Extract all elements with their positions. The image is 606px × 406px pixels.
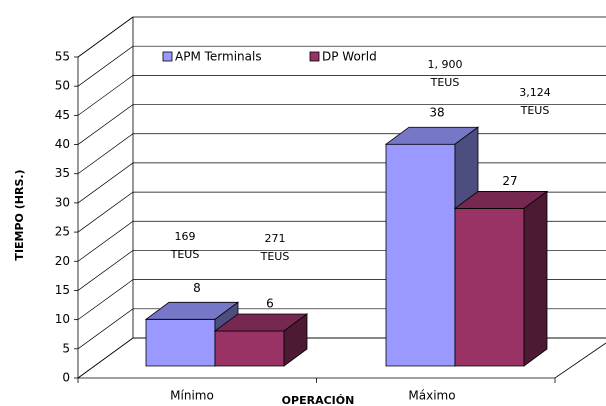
y-axis-title: TIEMPO (HRS.) — [13, 169, 26, 260]
legend-swatch — [309, 51, 320, 62]
annotation: 1, 900 — [428, 58, 463, 71]
bar-side — [283, 313, 308, 367]
x-axis-title: OPERACIÓN — [282, 394, 355, 406]
y-tick-label: 15 — [55, 283, 70, 297]
bar-front — [214, 330, 285, 367]
legend-label: APM Terminals — [175, 50, 262, 64]
annotation: TEUS — [520, 104, 550, 117]
y-tick-label: 40 — [55, 137, 70, 151]
y-tick-label: 10 — [55, 312, 70, 326]
grid-line — [77, 16, 606, 58]
legend-label: DP World — [322, 50, 377, 64]
annotation: TEUS — [260, 250, 290, 263]
bar-front — [385, 143, 456, 367]
bar-front — [454, 208, 525, 367]
y-tick-label: 0 — [62, 371, 70, 385]
annotation: 169 — [175, 230, 196, 243]
data-label: 27 — [502, 174, 517, 188]
bar — [453, 190, 549, 367]
x-tick-label: Máximo — [408, 389, 455, 403]
annotation: 271 — [265, 232, 286, 245]
grid-line — [77, 75, 606, 116]
annotation: TEUS — [170, 248, 200, 261]
y-tick-label: 5 — [62, 341, 70, 355]
y-tick-label: 25 — [55, 225, 70, 239]
annotation: 3,124 — [519, 86, 551, 99]
grid-line — [77, 45, 606, 87]
bar-front — [145, 318, 216, 367]
y-tick-label: 35 — [55, 166, 70, 180]
data-label: 38 — [429, 106, 444, 120]
grid-line — [77, 133, 606, 175]
y-tick-label: 55 — [55, 50, 70, 64]
y-tick-label: 45 — [55, 108, 70, 122]
legend-swatch — [162, 51, 173, 62]
y-tick-label: 20 — [55, 254, 70, 268]
annotation: TEUS — [430, 76, 460, 89]
y-tick-label: 50 — [55, 79, 70, 93]
x-tick-label: Mínimo — [170, 389, 214, 403]
bar — [213, 313, 309, 367]
grid-line — [77, 104, 606, 145]
data-label: 6 — [266, 296, 274, 310]
bar-side — [523, 190, 548, 367]
y-tick-label: 30 — [55, 195, 70, 209]
data-label: 8 — [193, 281, 201, 295]
